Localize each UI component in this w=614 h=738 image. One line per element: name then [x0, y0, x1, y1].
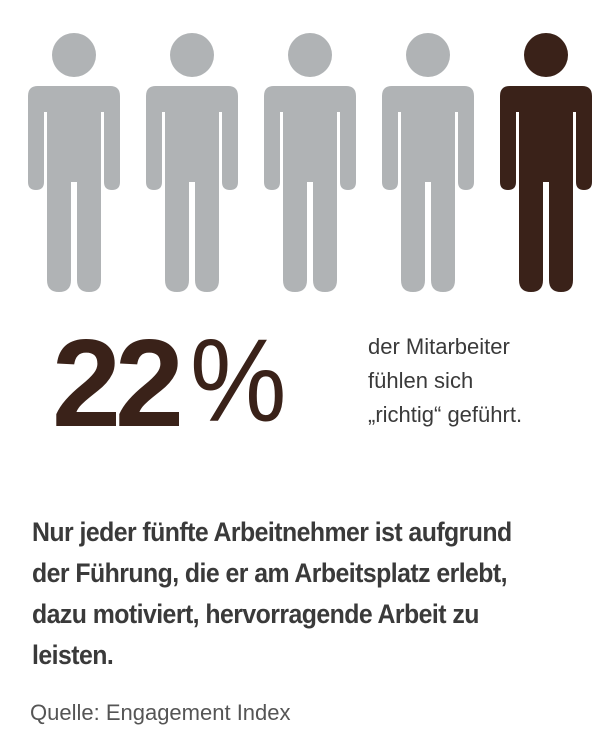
person-icon [378, 32, 478, 294]
stat-caption-line: der Mitarbeiter [368, 334, 510, 359]
headline-line: Nur jeder fünfte Arbeitnehmer ist aufgru… [32, 517, 512, 547]
stat-caption-line: fühlen sich [368, 368, 474, 393]
stat-unit: % [189, 315, 287, 447]
source-note: Quelle: Engagement Index [30, 700, 291, 725]
headline-line: der Führung, die er am Arbeitsplatz erle… [32, 558, 508, 588]
person-icon [24, 32, 124, 294]
person-icon [260, 32, 360, 294]
person-icon-highlighted [496, 32, 596, 294]
person-icon [142, 32, 242, 294]
headline-text: Nur jeder fünfte Arbeitnehmer ist aufgru… [32, 512, 556, 676]
headline-line: dazu motiviert, hervorragende Arbeit zu [32, 599, 479, 629]
stat-number: 22 [52, 315, 184, 453]
people-figures-row [24, 32, 596, 294]
stat-caption: der Mitarbeiter fühlen sich „richtig“ ge… [368, 330, 598, 432]
stat-caption-line: „richtig“ geführt. [368, 402, 523, 427]
headline-line: leisten. [32, 640, 114, 670]
stat-value: 22 % [52, 322, 293, 446]
